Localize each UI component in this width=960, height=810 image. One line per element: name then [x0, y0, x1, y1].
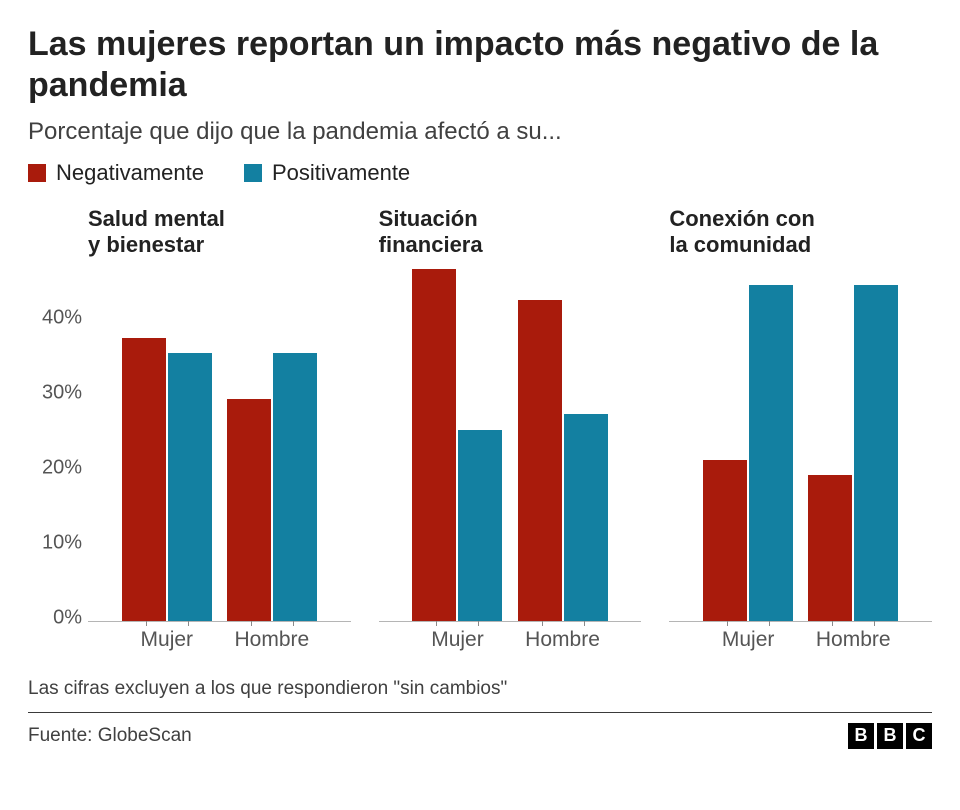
chart-panel: Situaciónfinanciera Mujer Hombre — [379, 206, 642, 660]
chart-container: Las mujeres reportan un impacto más nega… — [0, 0, 960, 765]
legend-item-negative: Negativamente — [28, 160, 204, 186]
bar-group — [703, 262, 793, 621]
bar-group — [412, 262, 502, 621]
bar-positive — [168, 353, 212, 620]
bar-group — [808, 262, 898, 621]
x-label: Mujer — [141, 628, 194, 652]
legend-label-negative: Negativamente — [56, 160, 204, 186]
bar-negative — [518, 300, 562, 621]
legend: Negativamente Positivamente — [28, 160, 932, 186]
bar-positive — [854, 285, 898, 621]
x-labels: Mujer Hombre — [669, 622, 932, 660]
x-label: Hombre — [235, 628, 310, 652]
y-tick-label: 20% — [42, 456, 82, 479]
charts-row: 0% 10% 20% 30% 40% Salud mentaly bienestar Mu… — [28, 206, 932, 660]
panel-title: Situaciónfinanciera — [379, 206, 642, 262]
y-axis-labels: 0%10%20%30%40% — [28, 266, 88, 618]
chart-subtitle: Porcentaje que dijo que la pandemia afec… — [28, 118, 932, 146]
bar-group — [227, 262, 317, 621]
bar-negative — [808, 475, 852, 620]
logo-letter: B — [848, 723, 874, 749]
bar-negative — [227, 399, 271, 621]
bar-negative — [412, 269, 456, 620]
plot-area — [88, 262, 351, 622]
plot-area — [669, 262, 932, 622]
x-label: Mujer — [722, 628, 775, 652]
legend-item-positive: Positivamente — [244, 160, 410, 186]
plot-area — [379, 262, 642, 622]
y-tick-label: 0% — [53, 606, 82, 629]
y-tick-label: 40% — [42, 307, 82, 330]
source-text: Fuente: GlobeScan — [28, 725, 192, 747]
x-labels: Mujer Hombre — [88, 622, 351, 660]
chart-panel: Conexión conla comunidad Mujer Hombre — [669, 206, 932, 660]
y-tick-label: 10% — [42, 531, 82, 554]
bbc-logo: B B C — [848, 723, 932, 749]
footnote: Las cifras excluyen a los que respondier… — [28, 678, 932, 700]
bar-positive — [273, 353, 317, 620]
logo-letter: C — [906, 723, 932, 749]
chart-panel: Salud mentaly bienestar Mujer Hombre — [88, 206, 351, 660]
x-labels: Mujer Hombre — [379, 622, 642, 660]
panel-title: Salud mentaly bienestar — [88, 206, 351, 262]
legend-swatch-positive — [244, 164, 262, 182]
bar-positive — [458, 430, 502, 621]
x-label: Hombre — [816, 628, 891, 652]
x-label: Mujer — [431, 628, 484, 652]
bar-group — [122, 262, 212, 621]
legend-label-positive: Positivamente — [272, 160, 410, 186]
legend-swatch-negative — [28, 164, 46, 182]
bar-negative — [122, 338, 166, 621]
y-tick-label: 30% — [42, 381, 82, 404]
bar-negative — [703, 460, 747, 620]
separator — [28, 712, 932, 713]
bar-positive — [749, 285, 793, 621]
x-label: Hombre — [525, 628, 600, 652]
bar-group — [518, 262, 608, 621]
chart-title: Las mujeres reportan un impacto más nega… — [28, 24, 932, 106]
footer-row: Fuente: GlobeScan B B C — [28, 723, 932, 749]
logo-letter: B — [877, 723, 903, 749]
bar-positive — [564, 414, 608, 620]
panel-title: Conexión conla comunidad — [669, 206, 932, 262]
